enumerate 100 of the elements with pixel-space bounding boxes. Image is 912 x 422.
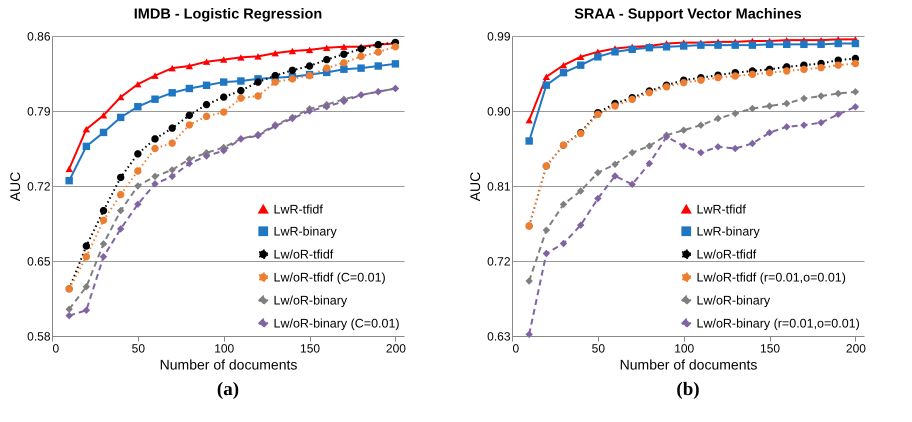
- point: [116, 190, 124, 198]
- point: [834, 110, 842, 118]
- point: [560, 62, 568, 68]
- point: [168, 166, 176, 174]
- point: [237, 77, 245, 85]
- y-tick-label: 0.81: [487, 180, 511, 194]
- point: [151, 72, 159, 79]
- point: [168, 124, 176, 132]
- point: [525, 116, 533, 124]
- point: [134, 200, 142, 208]
- point: [151, 96, 159, 103]
- point: [560, 68, 568, 76]
- point: [202, 82, 210, 89]
- point: [611, 172, 619, 180]
- x-tick-label: 150: [760, 342, 780, 356]
- point: [800, 94, 808, 102]
- point: [817, 118, 825, 126]
- point: [100, 216, 108, 224]
- legend-label: Lw/oR-tfidf: [274, 247, 334, 262]
- point: [340, 98, 348, 106]
- point: [392, 43, 400, 50]
- legend-label: Lw/oR-binary: [274, 293, 348, 308]
- point: [628, 148, 636, 156]
- point: [82, 126, 90, 132]
- point: [714, 114, 722, 122]
- point: [220, 56, 228, 63]
- point: [834, 40, 842, 48]
- y-tick-label: 0.90: [487, 104, 511, 118]
- point: [202, 152, 210, 160]
- point: [134, 182, 142, 190]
- point: [134, 167, 142, 175]
- point: [628, 46, 636, 54]
- point: [168, 172, 176, 180]
- point: [800, 66, 808, 74]
- point: [800, 40, 808, 48]
- point: [237, 86, 245, 94]
- point: [766, 128, 774, 136]
- text: (a): [216, 379, 240, 400]
- point: [732, 41, 739, 49]
- point: [186, 160, 194, 168]
- point: [576, 187, 584, 195]
- legend-label: Lw/oR-tfidf: [696, 247, 757, 262]
- point: [542, 81, 550, 89]
- x-tick-label: 200: [386, 342, 406, 356]
- point: [186, 112, 194, 119]
- y-axis-title: AUC: [467, 172, 484, 202]
- y-tick-label: 0.99: [487, 30, 511, 44]
- point: [134, 103, 142, 110]
- point: [697, 148, 705, 156]
- point: [306, 62, 314, 70]
- point: [340, 50, 348, 58]
- point: [611, 160, 619, 168]
- point: [680, 142, 688, 150]
- point: [220, 108, 228, 116]
- point: [852, 40, 860, 48]
- point: [288, 75, 296, 83]
- y-tick-label: 0.72: [487, 254, 511, 268]
- point: [662, 43, 670, 51]
- point: [202, 100, 210, 108]
- point: [525, 330, 533, 338]
- point: [340, 66, 348, 73]
- point: [237, 54, 245, 61]
- point: [611, 102, 619, 110]
- point: [82, 142, 90, 150]
- point: [134, 150, 142, 158]
- point: [288, 66, 296, 74]
- point: [357, 45, 365, 53]
- point: [852, 60, 860, 68]
- x-tick-label: 200: [846, 342, 866, 356]
- point: [542, 226, 550, 234]
- point: [628, 180, 636, 188]
- point: [254, 78, 262, 86]
- point: [65, 176, 73, 184]
- point: [697, 76, 705, 84]
- point: [116, 94, 124, 100]
- point: [646, 160, 654, 168]
- point: [817, 64, 825, 72]
- point: [202, 112, 210, 120]
- point: [323, 103, 330, 110]
- legend-label: LwR-tfidf: [274, 202, 324, 216]
- point: [766, 68, 774, 76]
- point: [680, 78, 688, 86]
- x-tick-label: 100: [674, 342, 695, 356]
- point: [116, 225, 124, 233]
- point: [646, 142, 654, 150]
- legend-label: LwR-tfidf: [696, 202, 746, 216]
- point: [392, 60, 400, 68]
- point: [151, 135, 159, 143]
- y-tick-label: 0.86: [27, 30, 51, 44]
- point: [116, 174, 124, 182]
- point: [151, 144, 159, 152]
- legend-label: LwR-binary: [274, 224, 338, 238]
- text: (b): [676, 379, 700, 400]
- point: [748, 41, 756, 49]
- point: [732, 72, 739, 80]
- chart-title: IMDB - Logistic Regression: [134, 6, 322, 22]
- point: [748, 70, 756, 78]
- x-tick-label: 150: [300, 342, 320, 356]
- point: [168, 89, 176, 96]
- point: [323, 44, 330, 51]
